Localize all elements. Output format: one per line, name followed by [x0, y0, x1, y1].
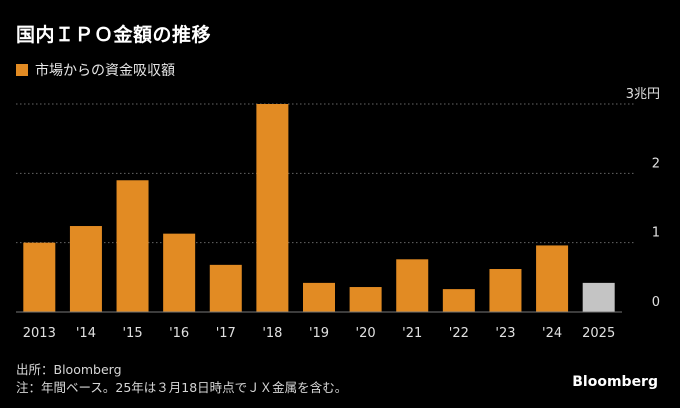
grid-layer: [16, 103, 636, 244]
bar-11: [536, 245, 569, 312]
x-tick-label: '16: [169, 326, 189, 341]
y-tick-label: 0: [652, 295, 660, 310]
x-tick-label: '24: [542, 326, 562, 341]
bloomberg-logo: Bloomberg: [572, 374, 658, 390]
bar-6: [303, 282, 335, 312]
y-tick-label: 3兆円: [626, 87, 660, 102]
x-tick-label: '17: [216, 326, 236, 341]
x-tick-label: '14: [76, 326, 96, 341]
y-tick-label: 1: [652, 226, 660, 241]
legend-label: 市場からの資金吸収額: [35, 63, 175, 79]
bar-1: [69, 226, 102, 312]
x-tick-label: '23: [495, 326, 515, 341]
x-tick-label: '18: [262, 326, 282, 341]
bar-10: [489, 269, 522, 312]
x-tick-label: '20: [356, 326, 376, 341]
y-tick-label: 2: [652, 156, 660, 171]
bar-0: [23, 242, 56, 312]
x-tick-label: 2013: [23, 326, 56, 341]
source-note: 出所：Bloomberg: [16, 362, 122, 377]
bar-3: [163, 233, 196, 312]
x-tick-label: 2025: [582, 326, 615, 341]
y-tick-labels: 0 1 2 3兆円: [626, 87, 660, 310]
chart-title: 国内ＩＰＯ金額の推移: [16, 24, 212, 46]
x-tick-label: '19: [309, 326, 329, 341]
x-tick-label: '21: [402, 326, 422, 341]
footnote: 注：年間ベース。25年は３月18日時点でＪＸ金属を含む。: [16, 380, 348, 395]
x-tick-label: '15: [122, 326, 142, 341]
bar-7: [349, 287, 382, 312]
bar-9: [442, 289, 475, 312]
legend-swatch: [16, 64, 28, 76]
bar-12: [582, 282, 615, 312]
x-tick-labels: 2013 '14 '15 '16 '17 '18 '19 '20 '21 '22 '23 '24 202…: [23, 326, 615, 341]
bar-layer: [23, 104, 615, 312]
bar-5: [256, 104, 289, 312]
bar-8: [396, 259, 429, 312]
chart-legend: 市場からの資金吸収額: [16, 60, 175, 80]
bar-4: [209, 264, 242, 312]
bar-2: [116, 180, 149, 312]
x-tick-label: '22: [449, 326, 469, 341]
